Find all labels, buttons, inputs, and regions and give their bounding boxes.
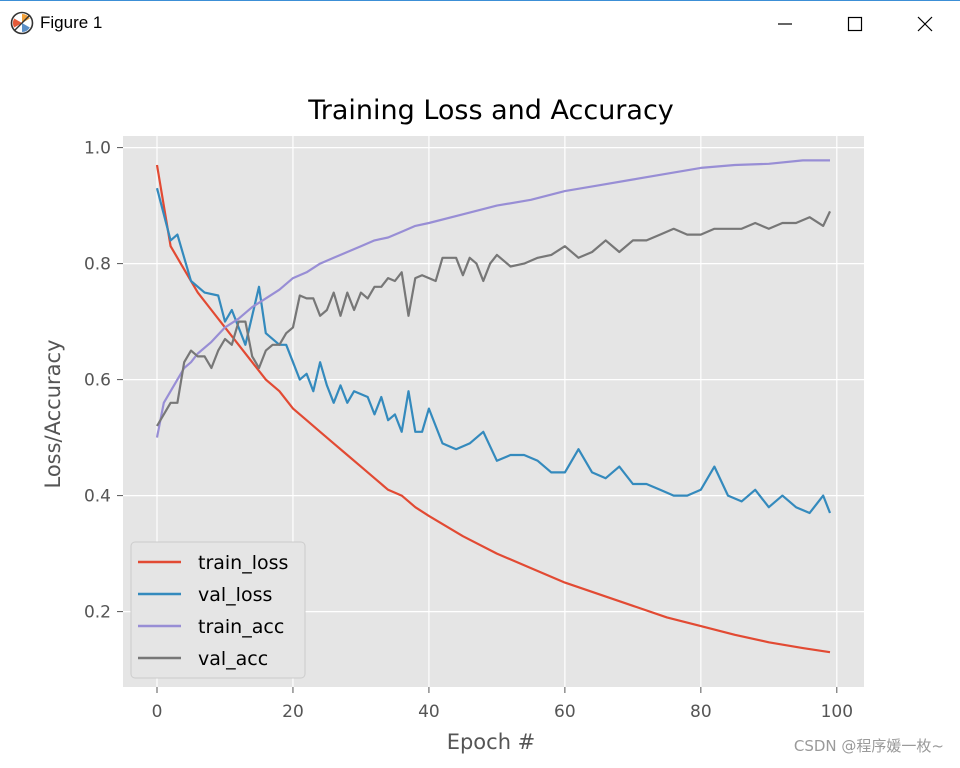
maximize-button[interactable]	[820, 1, 890, 47]
y-tick-label: 1.0	[84, 139, 111, 159]
legend: train_loss val_loss train_acc val_acc	[130, 541, 306, 679]
x-tick-label: 40	[418, 702, 440, 722]
x-tick-label: 80	[690, 702, 712, 722]
close-icon	[917, 16, 933, 32]
legend-label-train-loss: train_loss	[198, 552, 288, 574]
x-tick-label: 20	[282, 702, 304, 722]
legend-box	[130, 541, 306, 679]
minimize-icon	[778, 23, 792, 25]
x-ticks: 0 20 40 60 80 100	[152, 687, 853, 722]
chart-title: Training Loss and Accuracy	[307, 95, 674, 126]
y-tick-label: 0.2	[84, 603, 111, 623]
y-axis-label: Loss/Accuracy	[41, 339, 65, 488]
window-title: Figure 1	[40, 13, 103, 32]
y-tick-label: 0.6	[84, 371, 111, 391]
window-titlebar: Figure 1	[0, 0, 960, 46]
minimize-button[interactable]	[750, 1, 820, 47]
figure-canvas: Training Loss and Accuracy 0.2 0.4 0.6 0.8 1…	[0, 46, 960, 764]
matplotlib-app-icon	[10, 11, 34, 35]
series-line-val-acc	[156, 210, 831, 427]
y-tick-label: 0.8	[84, 255, 111, 275]
x-axis-label: Epoch #	[447, 730, 536, 754]
legend-label-val-acc: val_acc	[198, 648, 268, 670]
legend-label-train-acc: train_acc	[198, 616, 284, 638]
x-tick-label: 0	[152, 702, 163, 722]
close-button[interactable]	[890, 1, 960, 47]
series-lines	[155, 159, 832, 654]
series-line-train-loss	[155, 164, 831, 654]
y-ticks: 0.2 0.4 0.6 0.8 1.0	[84, 139, 123, 623]
y-tick-label: 0.4	[84, 487, 111, 507]
maximize-icon	[847, 16, 863, 32]
watermark: CSDN @程序媛一枚~	[793, 737, 944, 755]
legend-items: train_loss val_loss train_acc val_acc	[138, 552, 288, 670]
series-line-val-loss	[155, 187, 832, 515]
x-tick-label: 60	[554, 702, 576, 722]
legend-label-val-loss: val_loss	[198, 584, 272, 606]
chart: Training Loss and Accuracy 0.2 0.4 0.6 0.8 1…	[41, 95, 864, 754]
x-tick-label: 100	[821, 702, 853, 722]
